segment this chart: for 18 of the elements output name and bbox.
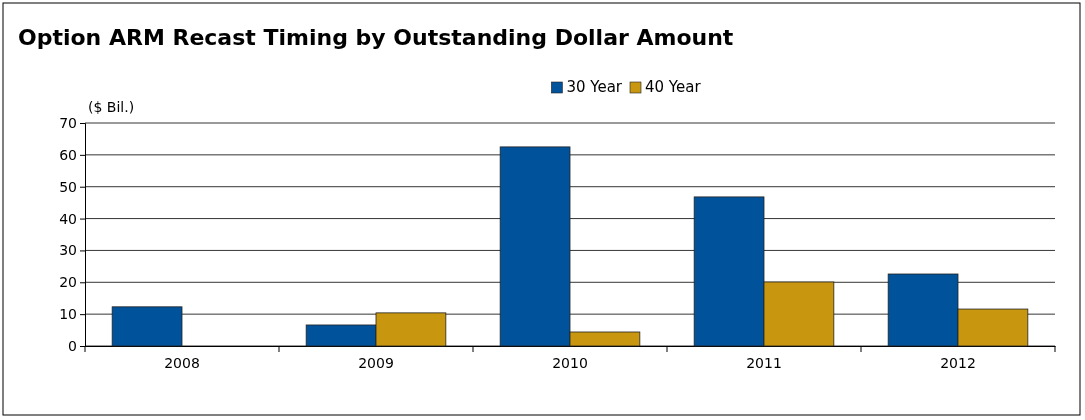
y-tick-label: 50 [59, 178, 77, 195]
bar [111, 306, 183, 347]
x-tick-label: 2008 [164, 354, 200, 371]
legend-label: 30 Year [566, 78, 623, 96]
x-tick-label: 2012 [940, 354, 976, 371]
x-tick-label: 2011 [746, 354, 782, 371]
x-tick-label: 2010 [552, 354, 588, 371]
y-tick-label: 20 [59, 274, 77, 291]
y-tick-label: 10 [59, 306, 77, 323]
y-axis-title: ($ Bil.) [88, 99, 135, 115]
chart-title: Option ARM Recast Timing by Outstanding Dollar Amount [18, 25, 734, 50]
legend-label: 40 Year [645, 78, 702, 96]
y-tick-label: 0 [68, 337, 77, 354]
y-tick-label: 60 [59, 146, 77, 163]
y-tick-label: 40 [59, 210, 77, 227]
y-tick-label: 30 [59, 242, 77, 259]
y-tick-label: 70 [59, 114, 77, 131]
x-tick-label: 2009 [358, 354, 394, 371]
